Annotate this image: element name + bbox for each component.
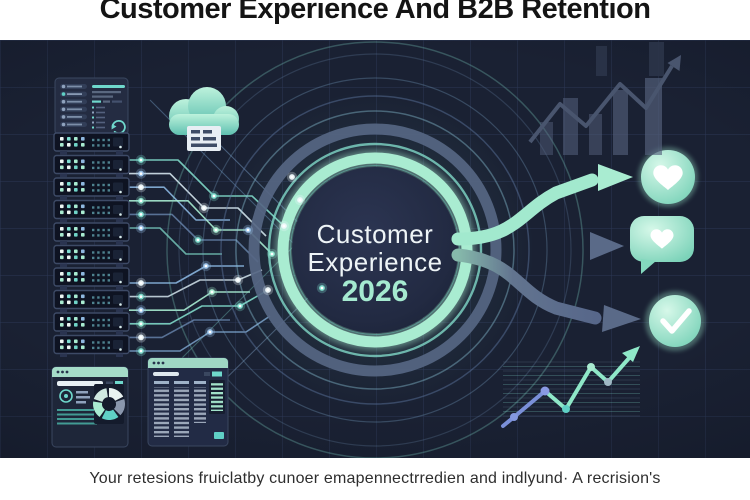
illustration-svg: Customer Experience 2026 [51,41,705,458]
bar-chart-icon [528,42,681,155]
heart-badge [638,147,698,207]
badge-icon [59,389,73,403]
illustration-stage: Customer Experience 2026 [0,40,750,460]
chat-heart-badge [630,216,694,274]
arrowhead-middle-icon [590,232,624,260]
heart-icon [653,165,683,191]
server-rack [53,132,130,358]
hub-line2: Experience [307,247,442,277]
donut-chart-icon [93,387,125,421]
hub-label: Customer Experience 2026 [307,219,442,308]
rack-unit [53,222,130,246]
page-title: Customer Experience And B2B Retention [99,0,651,25]
search-bar [57,381,103,386]
rack-unit [53,244,130,268]
caption-text: Your retesions fruiclatby cunoer emapenn… [89,470,661,487]
cloud-server-icon [187,126,221,151]
window-title-bar [52,367,128,377]
dashboard-panel [54,77,129,136]
arrowhead-bottom-icon [602,305,641,332]
rack-unit [53,154,130,178]
text-lines [57,408,97,426]
line-chart-icon [501,346,640,428]
trend-arrow-icon [528,64,674,144]
arrowhead-top-icon [598,164,633,191]
header-band: Customer Experience And B2B Retention [0,0,750,40]
rack-unit [53,334,130,358]
check-badge [645,291,705,351]
rack-unit [53,132,130,156]
cloud-icon [169,87,239,151]
window-title-bar [148,358,228,368]
hub-line1: Customer [317,219,434,249]
chat-heart-icon [650,229,674,249]
rack-unit [53,267,130,291]
table-window [147,357,229,447]
rack-unit [53,289,130,313]
checkmark-icon [660,308,692,334]
outcome-arrows [451,164,641,332]
footer-band: Your retesions fruiclatby cunoer emapenn… [0,458,750,500]
rack-unit [53,177,130,201]
rack-unit [53,199,130,223]
rack-unit [53,312,130,336]
dashboard-menu-rows [60,84,87,127]
arrow-top [451,173,599,246]
hub-year: 2026 [342,275,409,308]
arrow-bottom [451,248,602,325]
analytics-window [51,366,129,448]
table-columns [154,380,225,439]
dashboard-list [92,106,105,129]
